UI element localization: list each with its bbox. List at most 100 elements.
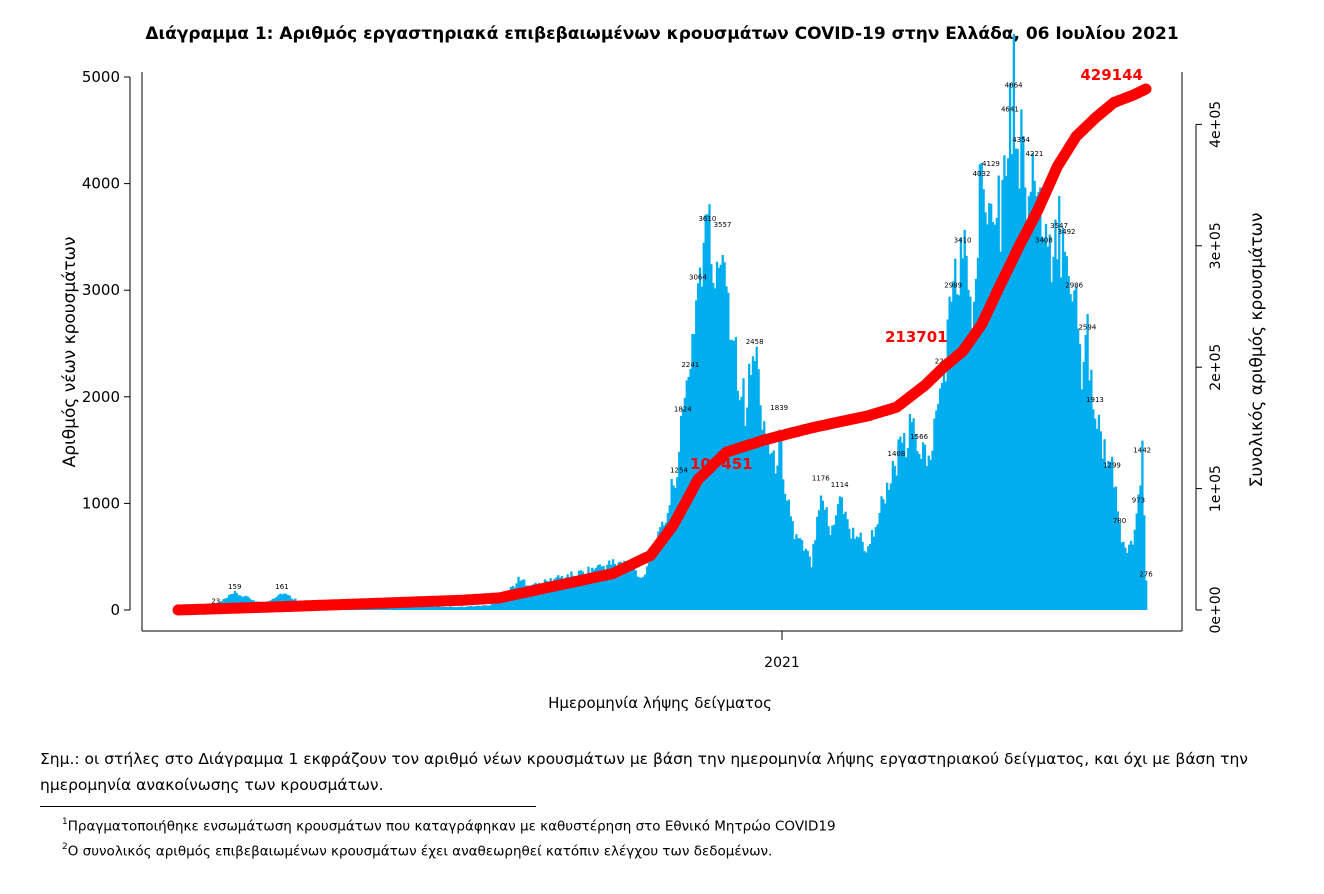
bar <box>407 606 411 610</box>
bar <box>645 566 649 610</box>
bar <box>712 282 715 610</box>
bar <box>806 550 809 610</box>
bar <box>963 229 966 610</box>
bar <box>445 607 448 610</box>
y2-tick-label: 1e+05 <box>1208 465 1224 512</box>
bar <box>1012 33 1016 610</box>
bar <box>456 606 460 610</box>
bar <box>1120 542 1123 610</box>
bar <box>766 443 770 610</box>
bar <box>600 566 603 610</box>
bar <box>460 606 463 610</box>
y-tick-label: 4000 <box>82 175 120 193</box>
bar <box>545 580 549 610</box>
bar <box>840 497 843 610</box>
bar <box>1031 153 1034 611</box>
bar <box>814 540 817 610</box>
bar-value-label: 1442 <box>1133 446 1151 454</box>
bar <box>795 534 798 610</box>
note-divider <box>40 806 536 807</box>
bar <box>825 507 828 610</box>
line-layer <box>172 83 1152 616</box>
bar <box>990 203 993 610</box>
bar <box>464 606 467 610</box>
bar <box>1065 256 1068 610</box>
bar <box>884 503 887 610</box>
bar-value-label: 159 <box>228 583 241 591</box>
bar <box>606 564 609 610</box>
bar <box>479 606 482 610</box>
bar <box>782 479 785 610</box>
bar <box>662 525 666 610</box>
bar <box>986 224 989 610</box>
bar-value-label: 4032 <box>973 170 991 178</box>
bar <box>778 429 781 610</box>
bar <box>1073 290 1076 610</box>
bar <box>591 567 594 610</box>
bar <box>540 584 543 610</box>
bar <box>696 283 700 610</box>
bar <box>1001 179 1004 611</box>
bar <box>526 585 530 610</box>
bar <box>420 606 424 610</box>
bar <box>449 606 452 610</box>
bar <box>952 281 955 610</box>
bar-value-label: 1839 <box>770 404 788 412</box>
bar <box>1044 223 1048 611</box>
bar <box>634 570 637 610</box>
bar <box>753 361 756 610</box>
bar-value-label: 1913 <box>1086 396 1104 404</box>
bar <box>918 454 921 610</box>
bar-value-label: 1299 <box>1103 462 1121 470</box>
bar <box>659 527 662 610</box>
bar <box>1046 246 1050 610</box>
bar <box>1076 328 1080 610</box>
bar <box>751 356 755 610</box>
bar <box>889 483 893 610</box>
bar <box>859 532 862 610</box>
bar <box>447 607 450 610</box>
bar <box>468 606 471 610</box>
bar-value-label: 3547 <box>1050 222 1068 230</box>
bar <box>454 607 458 610</box>
bar <box>691 333 694 610</box>
bar <box>971 331 974 610</box>
bar <box>1133 529 1137 610</box>
bar <box>1061 227 1065 610</box>
bar <box>610 564 613 610</box>
bar <box>974 278 978 610</box>
cumulative-annotation: 107451 <box>690 455 753 473</box>
bar <box>678 451 681 610</box>
bar <box>867 546 870 610</box>
bar <box>927 455 930 610</box>
bar <box>229 594 233 610</box>
bar <box>1033 180 1036 610</box>
bar <box>396 607 399 610</box>
bar <box>432 606 435 610</box>
bar-value-label: 4221 <box>1026 150 1044 158</box>
bar <box>950 301 953 610</box>
bar <box>698 267 702 610</box>
bar <box>774 473 777 610</box>
bar <box>982 189 985 611</box>
bar <box>436 606 439 610</box>
bar <box>706 214 709 610</box>
bar <box>596 565 600 610</box>
bar <box>1025 239 1029 610</box>
bar <box>1069 294 1072 610</box>
bar-value-label: 3408 <box>1035 237 1053 245</box>
bar <box>1024 187 1027 610</box>
bar <box>570 571 573 610</box>
y-axis-label: Αριθμός νέων κρουσμάτων <box>60 237 80 468</box>
bar-value-label: 276 <box>1139 571 1153 579</box>
bar <box>1056 259 1059 610</box>
bar <box>780 441 783 610</box>
bar <box>235 592 238 610</box>
bar <box>912 418 915 610</box>
bar <box>566 574 569 610</box>
bar <box>1101 458 1104 610</box>
bar <box>772 450 775 610</box>
bar <box>532 584 535 610</box>
bar <box>836 504 840 610</box>
bar <box>903 433 906 610</box>
